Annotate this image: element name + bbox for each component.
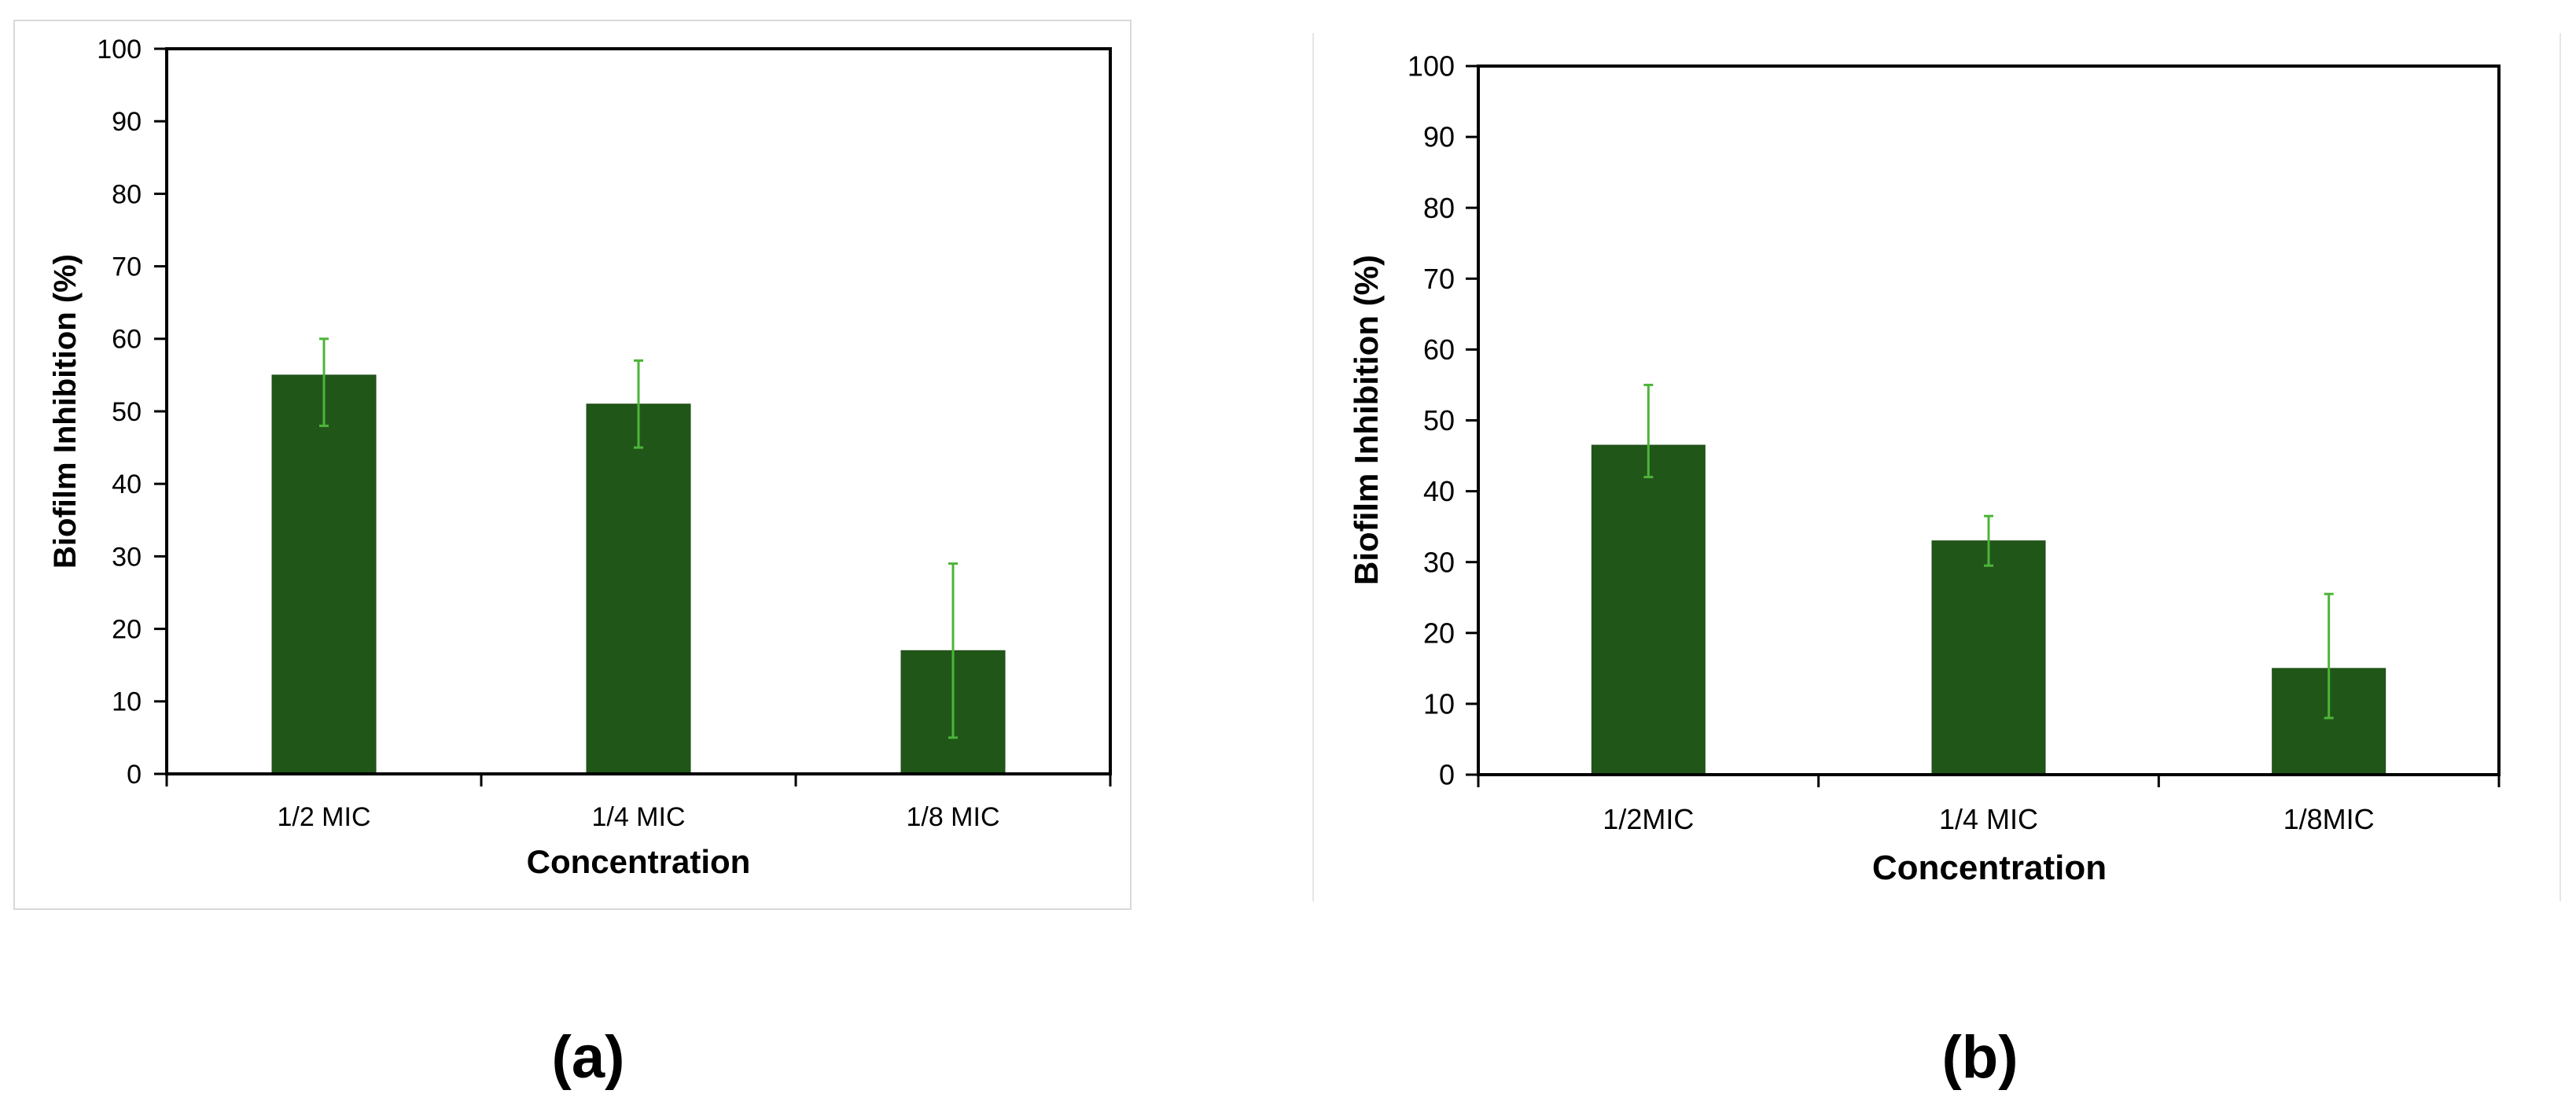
y-tick-label: 80 (112, 179, 142, 209)
x-categories-a: 1/2 MIC 1/4 MIC 1/8 MIC (165, 774, 1112, 832)
x-category-label: 1/2 MIC (277, 802, 370, 832)
y-tick-label: 40 (1423, 475, 1455, 507)
y-tick-label: 30 (1423, 546, 1455, 578)
error-bars-a (319, 337, 958, 739)
x-category-label: 1/4 MIC (1939, 803, 2038, 835)
x-category-label: 1/4 MIC (591, 802, 685, 832)
y-tick-label: 10 (1423, 688, 1455, 720)
bars-b (1591, 444, 2386, 775)
chart-panel-b: 0 10 20 30 40 50 60 70 80 90 100 1/2MIC 1/4 MIC 1/8M… (1348, 50, 2501, 1091)
y-tick-label: 0 (1439, 759, 1455, 791)
y-tick-label: 90 (1423, 121, 1455, 153)
bar (1591, 444, 1706, 775)
y-tick-label: 60 (112, 325, 142, 355)
y-tick-label: 30 (112, 542, 142, 572)
y-tick-label: 60 (1423, 333, 1455, 366)
y-ticks-a: 0 10 20 30 40 50 60 70 80 90 100 (97, 35, 167, 790)
x-category-label: 1/8MIC (2283, 803, 2375, 835)
y-tick-label: 50 (1423, 404, 1455, 436)
bars-a (271, 374, 1006, 775)
panel-label-b: (b) (1941, 1024, 2018, 1091)
y-tick-label: 0 (127, 760, 142, 790)
x-category-label: 1/8 MIC (906, 802, 999, 832)
y-tick-label: 50 (112, 397, 142, 427)
panel-label-a: (a) (552, 1024, 625, 1091)
x-axis-title-b: Concentration (1872, 849, 2107, 887)
y-tick-label: 90 (112, 107, 142, 137)
x-category-label: 1/2MIC (1603, 803, 1694, 835)
y-tick-label: 70 (1423, 263, 1455, 295)
y-axis-title-a: Biofilm Inhibition (%) (48, 254, 83, 569)
y-tick-label: 40 (112, 470, 142, 499)
y-tick-label: 70 (112, 252, 142, 282)
error-bars-b (1643, 383, 2334, 720)
plot-area-a (165, 47, 1112, 775)
chart-frame-a (13, 20, 1132, 910)
y-tick-label: 100 (1408, 50, 1455, 83)
y-tick-label: 100 (97, 35, 142, 64)
y-tick-label: 20 (112, 615, 142, 645)
x-axis-title-a: Concentration (527, 843, 751, 880)
y-tick-label: 80 (1423, 192, 1455, 224)
y-tick-label: 20 (1423, 617, 1455, 649)
bar (271, 374, 377, 775)
bar (586, 403, 691, 775)
y-ticks-b: 0 10 20 30 40 50 60 70 80 90 100 (1408, 50, 1478, 791)
x-categories-b: 1/2MIC 1/4 MIC 1/8MIC (1477, 775, 2501, 835)
chart-panel-a: 0 10 20 30 40 50 60 70 80 90 100 1/2 MIC 1/4 MIC 1/8… (13, 20, 1132, 1091)
plot-area-b (1477, 64, 2501, 776)
y-axis-title-b: Biofilm Inhibition (%) (1348, 255, 1385, 585)
bar (1931, 540, 2046, 775)
y-tick-label: 10 (112, 687, 142, 717)
